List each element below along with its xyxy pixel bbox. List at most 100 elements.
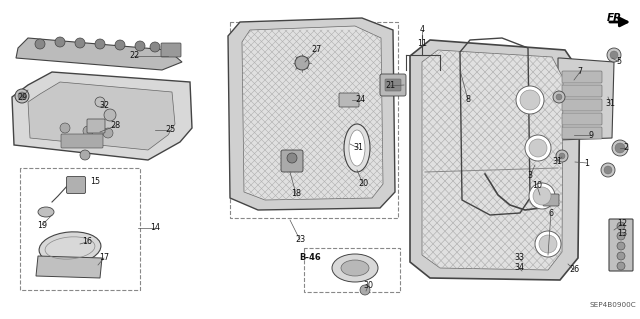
- FancyBboxPatch shape: [562, 127, 602, 139]
- Text: 20: 20: [358, 180, 368, 189]
- Text: 25: 25: [165, 125, 175, 135]
- Text: 28: 28: [110, 122, 120, 130]
- Polygon shape: [558, 58, 614, 140]
- Ellipse shape: [349, 130, 365, 166]
- Text: 8: 8: [465, 95, 470, 105]
- Text: SEP4B0900C: SEP4B0900C: [589, 302, 636, 308]
- FancyBboxPatch shape: [281, 150, 303, 172]
- Circle shape: [607, 48, 621, 62]
- FancyBboxPatch shape: [562, 113, 602, 125]
- Polygon shape: [36, 256, 102, 278]
- Circle shape: [18, 92, 26, 100]
- Text: FR.: FR.: [607, 13, 627, 23]
- Circle shape: [617, 252, 625, 260]
- Circle shape: [104, 109, 116, 121]
- Circle shape: [520, 90, 540, 110]
- Text: 26: 26: [569, 265, 579, 275]
- Text: 32: 32: [99, 100, 109, 109]
- Circle shape: [15, 89, 29, 103]
- Text: 24: 24: [355, 95, 365, 105]
- Text: 17: 17: [99, 254, 109, 263]
- Text: 18: 18: [291, 189, 301, 198]
- Text: 31: 31: [353, 144, 363, 152]
- FancyBboxPatch shape: [562, 85, 602, 97]
- Circle shape: [535, 231, 561, 257]
- Circle shape: [75, 38, 85, 48]
- Circle shape: [601, 163, 615, 177]
- Circle shape: [529, 183, 555, 209]
- FancyBboxPatch shape: [380, 74, 406, 96]
- Text: 2: 2: [623, 144, 628, 152]
- Circle shape: [35, 39, 45, 49]
- FancyBboxPatch shape: [61, 134, 103, 148]
- Ellipse shape: [39, 232, 101, 264]
- FancyBboxPatch shape: [562, 71, 602, 83]
- Ellipse shape: [332, 254, 378, 282]
- Text: 3: 3: [527, 172, 532, 181]
- Text: 7: 7: [577, 68, 582, 77]
- Text: 11: 11: [417, 39, 427, 48]
- Circle shape: [604, 166, 612, 174]
- Circle shape: [612, 140, 628, 156]
- Circle shape: [347, 137, 359, 149]
- FancyBboxPatch shape: [87, 119, 105, 133]
- Circle shape: [287, 153, 297, 163]
- FancyBboxPatch shape: [543, 194, 559, 206]
- Circle shape: [95, 97, 105, 107]
- Polygon shape: [228, 18, 395, 210]
- Circle shape: [135, 41, 145, 51]
- Circle shape: [617, 242, 625, 250]
- Circle shape: [525, 135, 551, 161]
- Circle shape: [83, 126, 93, 136]
- Text: 13: 13: [617, 229, 627, 239]
- Text: 16: 16: [82, 238, 92, 247]
- FancyBboxPatch shape: [385, 79, 401, 91]
- Circle shape: [103, 128, 113, 138]
- Circle shape: [150, 42, 160, 52]
- Text: B-46: B-46: [299, 254, 321, 263]
- FancyBboxPatch shape: [339, 93, 359, 107]
- Text: 33: 33: [514, 254, 524, 263]
- Text: 19: 19: [37, 220, 47, 229]
- Circle shape: [80, 150, 90, 160]
- Text: 30: 30: [363, 281, 373, 291]
- Text: 29: 29: [17, 93, 27, 102]
- Text: 34: 34: [514, 263, 524, 272]
- Text: 1: 1: [584, 159, 589, 167]
- Text: 14: 14: [150, 224, 160, 233]
- Circle shape: [295, 56, 309, 70]
- FancyBboxPatch shape: [67, 176, 86, 194]
- Polygon shape: [410, 40, 580, 280]
- Circle shape: [617, 232, 625, 240]
- Circle shape: [55, 37, 65, 47]
- Ellipse shape: [38, 207, 54, 217]
- Text: 15: 15: [90, 177, 100, 187]
- Circle shape: [539, 235, 557, 253]
- FancyBboxPatch shape: [609, 219, 633, 271]
- Circle shape: [559, 153, 565, 159]
- Polygon shape: [242, 26, 383, 200]
- Text: 4: 4: [419, 26, 424, 34]
- Text: 23: 23: [295, 235, 305, 244]
- Text: 22: 22: [129, 51, 139, 61]
- Polygon shape: [16, 38, 182, 70]
- Ellipse shape: [341, 260, 369, 276]
- Circle shape: [60, 123, 70, 133]
- Circle shape: [115, 40, 125, 50]
- Circle shape: [529, 139, 547, 157]
- Text: 31: 31: [552, 157, 562, 166]
- Circle shape: [516, 86, 544, 114]
- FancyBboxPatch shape: [562, 99, 602, 111]
- Polygon shape: [28, 82, 175, 150]
- Circle shape: [556, 150, 568, 162]
- Circle shape: [360, 285, 370, 295]
- Text: 27: 27: [312, 46, 322, 55]
- Circle shape: [617, 222, 625, 230]
- Circle shape: [617, 262, 625, 270]
- Polygon shape: [422, 50, 563, 270]
- Circle shape: [556, 94, 562, 100]
- Text: 5: 5: [616, 57, 621, 66]
- Text: 12: 12: [617, 219, 627, 228]
- Ellipse shape: [344, 124, 370, 172]
- Circle shape: [610, 51, 618, 59]
